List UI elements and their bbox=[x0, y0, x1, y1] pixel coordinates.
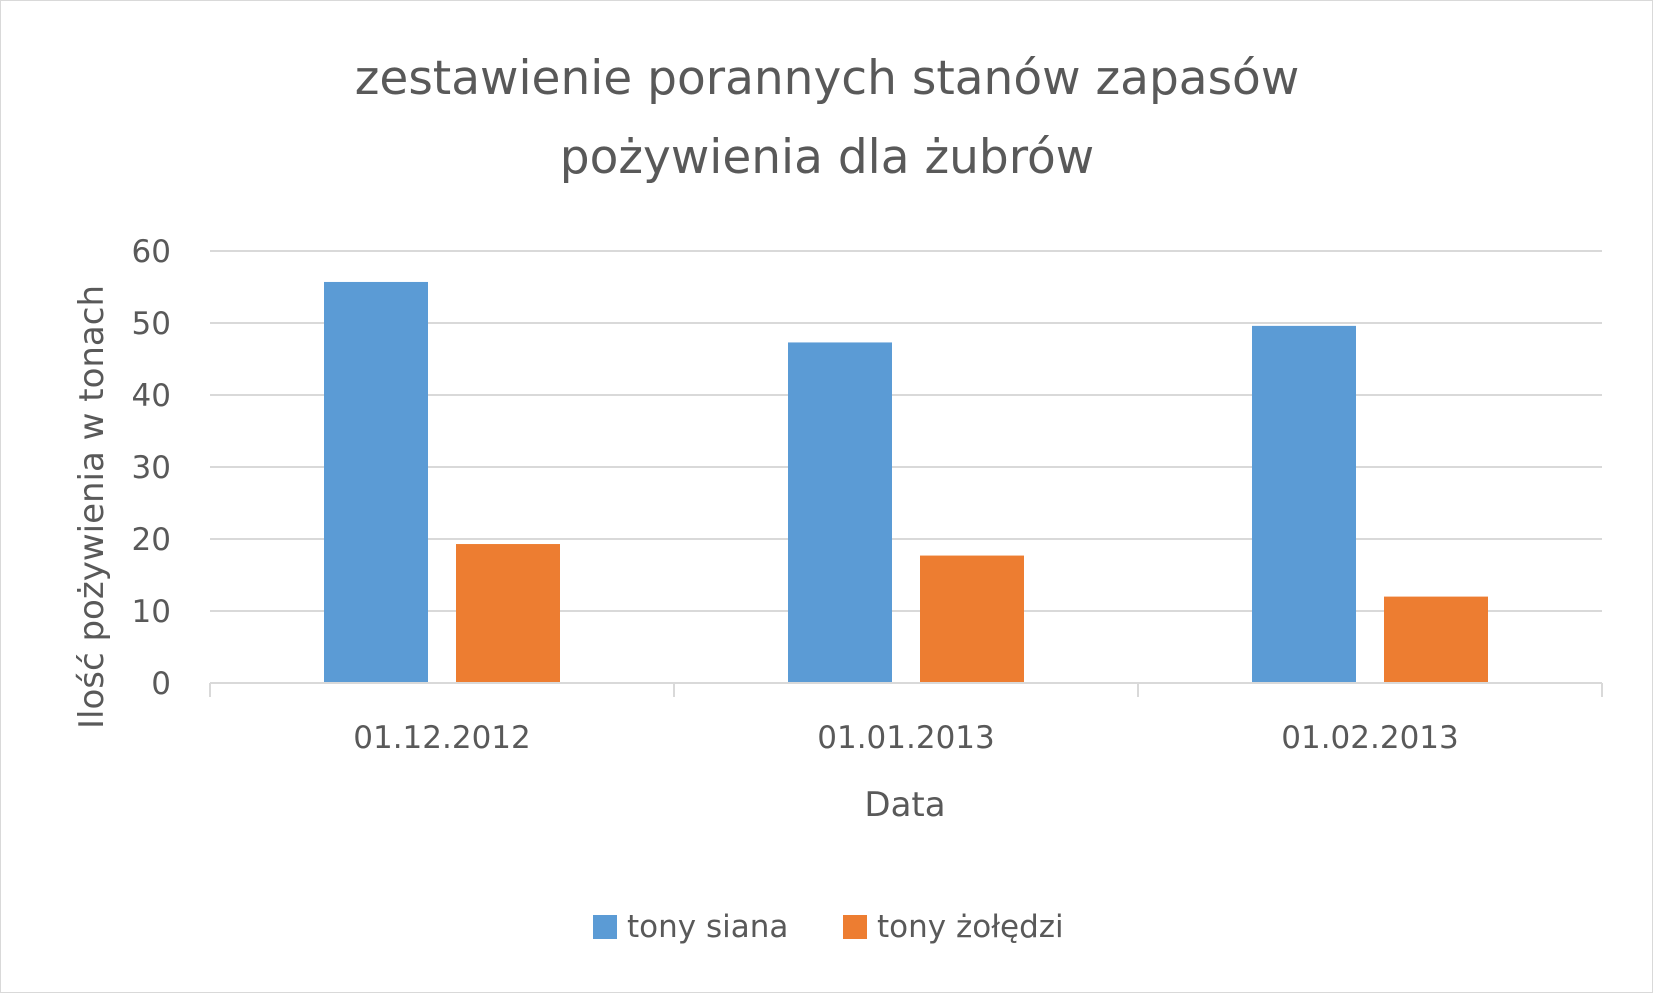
y-axis-title: Ilość pożywienia w tonach bbox=[72, 285, 112, 729]
x-tick-label: 01.01.2013 bbox=[817, 720, 995, 756]
bar-hay-2 bbox=[788, 342, 892, 683]
y-tick-label: 40 bbox=[132, 378, 171, 414]
bar-acorns-2 bbox=[920, 556, 1024, 683]
y-tick-label: 10 bbox=[132, 594, 171, 630]
bar-acorns-1 bbox=[456, 544, 560, 683]
bars bbox=[324, 282, 1488, 683]
bar-hay-1 bbox=[324, 282, 428, 683]
legend-label-hay: tony siana bbox=[627, 909, 788, 945]
x-tick-label: 01.12.2012 bbox=[353, 720, 531, 756]
chart-title-line-2: pożywienia dla żubrów bbox=[560, 130, 1095, 185]
y-tick-label: 50 bbox=[132, 306, 171, 342]
legend-label-acorns: tony żołędzi bbox=[877, 909, 1064, 945]
y-tick-label: 0 bbox=[151, 666, 171, 702]
x-axis-title: Data bbox=[864, 785, 945, 825]
legend: tony siana tony żołędzi bbox=[593, 909, 1064, 945]
y-tick-label: 30 bbox=[132, 450, 171, 486]
chart-title: zestawienie porannych stanów zapasów poż… bbox=[355, 51, 1300, 185]
y-axis-tick-labels: 0 10 20 30 40 50 60 bbox=[132, 234, 171, 702]
x-tick-label: 01.02.2013 bbox=[1281, 720, 1459, 756]
chart-title-line-1: zestawienie porannych stanów zapasów bbox=[355, 51, 1300, 106]
legend-swatch-acorns bbox=[843, 915, 867, 939]
legend-swatch-hay bbox=[593, 915, 617, 939]
y-tick-label: 60 bbox=[132, 234, 171, 270]
x-axis: 01.12.2012 01.01.2013 01.02.2013 bbox=[210, 683, 1602, 756]
bar-hay-3 bbox=[1252, 326, 1356, 683]
bar-acorns-3 bbox=[1384, 597, 1488, 683]
y-tick-label: 20 bbox=[132, 522, 171, 558]
